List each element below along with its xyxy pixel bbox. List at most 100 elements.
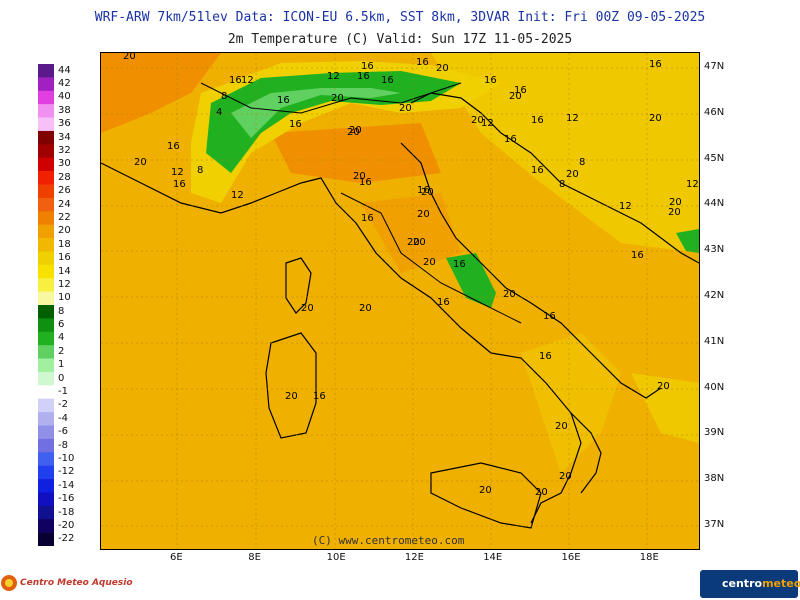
colorbar-swatch <box>38 130 54 145</box>
colorbar-label: -10 <box>58 452 75 464</box>
colorbar-label: -20 <box>58 519 75 531</box>
colorbar-label: -16 <box>58 493 75 505</box>
contour-label: 20 <box>301 303 314 314</box>
colorbar-swatch <box>38 438 54 453</box>
colorbar-swatch <box>38 171 54 185</box>
contour-label: 16 <box>649 59 662 70</box>
contour-label: 20 <box>669 197 682 208</box>
colorbar-swatch <box>38 425 54 440</box>
contour-label: 16 <box>437 297 450 308</box>
logo-left-text: Centro Meteo Aquesio <box>20 578 133 588</box>
colorbar-swatch <box>38 371 54 386</box>
contour-label: 20 <box>668 207 681 218</box>
contour-label: 20 <box>285 391 298 402</box>
contour-label: 20 <box>331 93 344 104</box>
contour-label: 20 <box>503 289 516 300</box>
apennine-cold-zone <box>446 253 496 308</box>
contour-label: 20 <box>479 485 492 496</box>
colorbar-swatch <box>38 385 54 400</box>
colorbar-swatch <box>38 251 54 266</box>
contour-label: 12 <box>327 71 340 82</box>
contour-label: 16 <box>416 57 429 68</box>
longitude-label: 12E <box>404 552 424 563</box>
contour-label: 12 <box>481 118 494 129</box>
centrometeo-logo <box>700 570 798 598</box>
contour-label: 20 <box>657 381 670 392</box>
contour-label: 16 <box>514 85 527 96</box>
colorbar-swatch <box>38 278 54 292</box>
colorbar-label: 36 <box>58 118 71 130</box>
northern-border <box>200 82 462 114</box>
contour-label: 16 <box>531 115 544 126</box>
colorbar-label: 22 <box>58 211 71 223</box>
colorbar-label: 28 <box>58 171 71 183</box>
dalmatian-coast <box>410 92 699 264</box>
colorbar-swatch <box>38 345 54 359</box>
longitude-label: 16E <box>561 552 581 563</box>
contour-label: 16 <box>229 75 242 86</box>
colorbar-label: 6 <box>58 319 65 331</box>
contour-label: 16 <box>543 311 556 322</box>
contour-label: 20 <box>421 187 434 198</box>
colorbar-label: 38 <box>58 104 71 116</box>
colorbar-swatch <box>38 519 54 533</box>
contour-label: 20 <box>566 169 579 180</box>
colorbar-label: 10 <box>58 292 71 304</box>
contour-label: 20 <box>413 237 426 248</box>
regional-borders <box>340 192 522 324</box>
colorbar-label: 44 <box>58 64 71 76</box>
colorbar-swatch <box>38 77 54 92</box>
balkan-cold-zone <box>676 229 699 253</box>
colorbar-swatch <box>38 64 54 78</box>
map-title: WRF-ARW 7km/51lev Data: ICON-EU 6.5km, S… <box>94 10 706 25</box>
adriatic-coast <box>400 142 662 399</box>
contour-label: 16 <box>531 165 544 176</box>
contour-label: 20 <box>407 237 420 248</box>
latitude-label: 44N <box>704 198 725 210</box>
copyright-credit: (C) www.centrometeo.com <box>312 534 465 547</box>
warm-zone-nw <box>101 53 221 133</box>
colorbar-swatch <box>38 532 54 546</box>
contour-label: 20 <box>559 471 572 482</box>
contour-label: 20 <box>399 103 412 114</box>
contour-label: 8 <box>579 157 585 168</box>
colorbar-label: 24 <box>58 198 71 210</box>
warm-zone-po-valley <box>271 123 441 183</box>
colorbar-label: 30 <box>58 158 71 170</box>
colorbar-swatch <box>38 305 54 319</box>
contour-label: 16 <box>173 179 186 190</box>
colorbar-label: -4 <box>58 412 68 424</box>
tyrrhenian-coast <box>101 162 582 524</box>
map-subtitle: 2m Temperature (C) Valid: Sun 17Z 11-05-… <box>227 32 573 47</box>
contour-label: 12 <box>619 201 632 212</box>
contour-label: 8 <box>221 91 227 102</box>
contour-label: 16 <box>167 141 180 152</box>
contour-label: 16 <box>504 134 517 145</box>
contour-label: 12 <box>241 75 254 86</box>
colorbar-swatch <box>38 492 54 507</box>
corsica-coast <box>285 257 312 314</box>
contour-label: 20 <box>353 171 366 182</box>
colorbar-swatch <box>38 465 54 480</box>
contour-label: 16 <box>361 213 374 224</box>
contour-label: 16 <box>359 177 372 188</box>
logo-right-part-a: centro <box>722 577 763 590</box>
cool-zone-south <box>521 333 621 473</box>
colorbar-swatch <box>38 358 54 373</box>
contour-label: 20 <box>423 257 436 268</box>
colorbar-label: -18 <box>58 506 75 518</box>
contour-label: 20 <box>649 113 662 124</box>
contour-label: 20 <box>417 209 430 220</box>
colorbar-label: 42 <box>58 78 71 90</box>
colorbar-label: 1 <box>58 359 65 371</box>
colorbar-swatch <box>38 479 54 493</box>
colorbar-label: 2 <box>58 345 65 357</box>
cool-zone-se <box>631 373 699 443</box>
contour-label: 8 <box>197 165 203 176</box>
colorbar-swatch <box>38 224 54 239</box>
colorbar-swatch <box>38 117 54 132</box>
latitude-label: 46N <box>704 106 725 118</box>
contour-label: 12 <box>171 167 184 178</box>
colorbar-swatch <box>38 291 54 306</box>
